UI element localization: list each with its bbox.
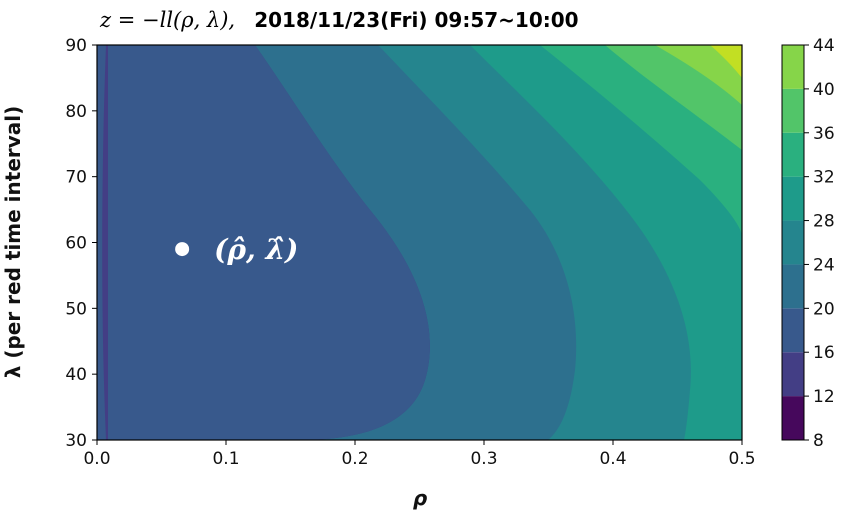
contour-band-36-40 — [655, 45, 742, 105]
x-axis: 0.0 0.1 0.2 0.3 0.4 0.5 — [83, 440, 756, 469]
y-tick-label: 50 — [65, 299, 87, 319]
colorbar-tick-label: 44 — [813, 36, 835, 56]
chart-title-formula: z = −ll(ρ, λ), — [99, 8, 235, 32]
y-tick-label: 80 — [65, 102, 87, 122]
x-tick-label: 0.2 — [341, 449, 368, 469]
colorbar-segment — [782, 308, 804, 353]
colorbar-tick-label: 36 — [813, 124, 835, 144]
contour-band-edge — [97, 45, 106, 440]
colorbar-ticks: 8 12 16 20 24 28 32 36 40 44 — [804, 36, 835, 451]
x-axis-label: ρ — [413, 486, 427, 510]
colorbar-tick-label: 40 — [813, 80, 835, 100]
colorbar-segment — [782, 220, 804, 265]
contour-band-40-44 — [710, 45, 742, 78]
x-tick-label: 0.1 — [212, 449, 239, 469]
colorbar-tick-label: 28 — [813, 212, 835, 232]
colorbar-tick-label: 32 — [813, 168, 835, 188]
colorbar — [782, 45, 804, 440]
colorbar-tick-label: 8 — [813, 431, 824, 451]
y-tick-label: 70 — [65, 168, 87, 188]
colorbar-segment — [782, 396, 804, 440]
contour-band-16-20 — [97, 45, 430, 440]
colorbar-segment — [782, 45, 804, 89]
plot-area — [97, 45, 742, 440]
colorbar-tick-label: 20 — [813, 299, 835, 319]
colorbar-frame — [781, 44, 805, 441]
contour-band-28-32-lower — [712, 330, 742, 440]
colorbar-tick-label: 12 — [813, 387, 835, 407]
colorbar-segment — [782, 132, 804, 177]
colorbar-tick-label: 24 — [813, 255, 835, 275]
colorbar-segment — [782, 264, 804, 309]
y-tick-label: 60 — [65, 234, 87, 254]
x-tick-label: 0.0 — [83, 449, 110, 469]
colorbar-segment — [782, 176, 804, 221]
y-axis-label: λ (per red time interval) — [1, 106, 25, 379]
y-tick-label: 90 — [65, 36, 87, 56]
colorbar-segment — [782, 352, 804, 397]
estimate-point — [175, 242, 190, 257]
colorbar-tick-label: 16 — [813, 343, 835, 363]
x-tick-label: 0.5 — [728, 449, 755, 469]
estimate-label: (ρ̂, λ̂) — [214, 233, 298, 266]
chart-title-time: 2018/11/23(Fri) 09:57~10:00 — [254, 8, 578, 32]
y-tick-label: 30 — [65, 431, 87, 451]
y-tick-label: 40 — [65, 365, 87, 385]
x-tick-label: 0.3 — [470, 449, 497, 469]
y-axis: 30 40 50 60 70 80 90 — [65, 36, 97, 451]
x-tick-label: 0.4 — [599, 449, 626, 469]
chart-title: z = −ll(ρ, λ), 2018/11/23(Fri) 09:57~10:… — [99, 8, 579, 32]
colorbar-segment — [782, 88, 804, 133]
